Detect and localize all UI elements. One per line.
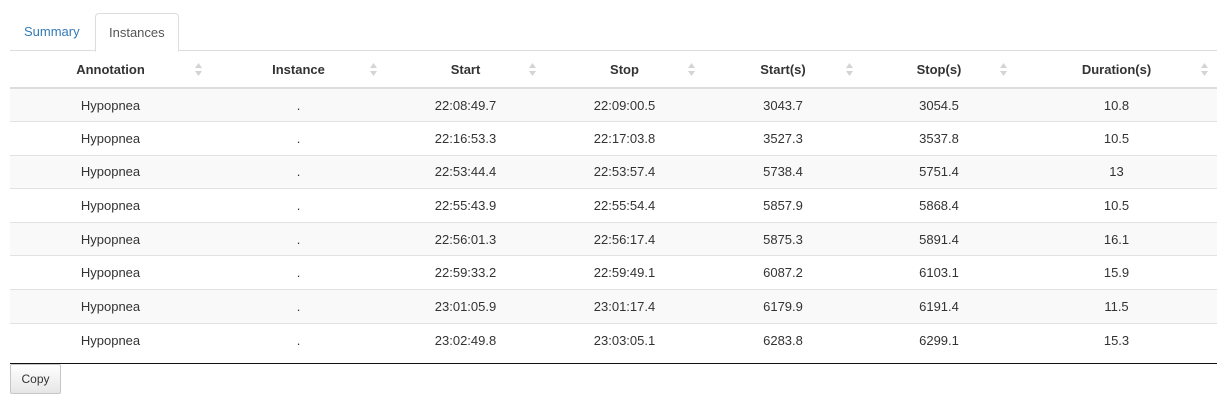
column-header-label: Start	[450, 61, 481, 77]
table-cell: 6299.1	[862, 322, 1016, 357]
table-bottom-border	[10, 363, 1217, 364]
column-header-start-s[interactable]: Start(s)	[704, 51, 862, 89]
table-row[interactable]: Hypopnea. 22:53:44.4 22:53:57.4 5738.4 5751.…	[10, 154, 1217, 189]
table-cell: 22:53:57.4	[545, 154, 704, 189]
table-cell: 22:59:49.1	[545, 255, 704, 290]
table-row[interactable]: Hypopnea. 22:56:01.3 22:56:17.4 5875.3 5891.…	[10, 221, 1217, 256]
table-row[interactable]: Hypopnea. 23:02:49.8 23:03:05.1 6283.8 6299.…	[10, 322, 1217, 357]
table-cell: 5857.9	[704, 188, 862, 223]
column-header-start[interactable]: Start	[386, 51, 545, 89]
copy-button[interactable]: Copy	[10, 364, 61, 394]
table-cell: Hypopnea	[10, 289, 211, 324]
table-cell: 23:03:05.1	[545, 322, 704, 357]
column-header-instance[interactable]: Instance	[211, 51, 386, 89]
table-cell: 22:08:49.7	[386, 87, 545, 122]
table-cell: 23:01:17.4	[545, 289, 704, 324]
table-row[interactable]: Hypopnea. 22:08:49.7 22:09:00.5 3043.7 3054.…	[10, 87, 1217, 122]
table-cell: 5891.4	[862, 221, 1016, 256]
table-cell: .	[211, 121, 386, 156]
table-body: Hypopnea. 22:08:49.7 22:09:00.5 3043.7 3054.…	[10, 87, 1217, 357]
column-header-duration-s[interactable]: Duration(s)	[1016, 51, 1217, 89]
table-cell: .	[211, 289, 386, 324]
sort-both-icon[interactable]	[194, 62, 203, 77]
table-header-row: Annotation Instance Start Stop Start(s) Stop(…	[10, 51, 1217, 89]
table-cell: 5738.4	[704, 154, 862, 189]
table-cell: 6103.1	[862, 255, 1016, 290]
table-cell: 22:55:54.4	[545, 188, 704, 223]
column-header-stop-s[interactable]: Stop(s)	[862, 51, 1016, 89]
table-cell: 5751.4	[862, 154, 1016, 189]
table-cell: 6179.9	[704, 289, 862, 324]
column-header-label: Stop	[610, 61, 639, 77]
table-cell: 10.8	[1016, 87, 1217, 122]
table-cell: 22:09:00.5	[545, 87, 704, 122]
column-header-label: Stop(s)	[916, 61, 962, 77]
sort-both-icon[interactable]	[845, 62, 854, 77]
table-cell: Hypopnea	[10, 154, 211, 189]
table-cell: Hypopnea	[10, 188, 211, 223]
column-header-annotation[interactable]: Annotation	[10, 51, 211, 89]
sort-both-icon[interactable]	[528, 62, 537, 77]
table-row[interactable]: Hypopnea. 22:16:53.3 22:17:03.8 3527.3 3537.…	[10, 121, 1217, 156]
table-cell: 11.5	[1016, 289, 1217, 324]
table-row[interactable]: Hypopnea. 23:01:05.9 23:01:17.4 6179.9 6191.…	[10, 289, 1217, 324]
table-cell: .	[211, 322, 386, 357]
table-cell: Hypopnea	[10, 221, 211, 256]
table-cell: .	[211, 87, 386, 122]
table-cell: 22:55:43.9	[386, 188, 545, 223]
table-cell: 23:02:49.8	[386, 322, 545, 357]
sort-both-icon[interactable]	[687, 62, 696, 77]
column-header-label: Duration(s)	[1081, 61, 1152, 77]
column-header-label: Annotation	[76, 61, 145, 77]
sort-both-icon[interactable]	[999, 62, 1008, 77]
table-cell: Hypopnea	[10, 121, 211, 156]
table-cell: 15.9	[1016, 255, 1217, 290]
instances-table: Annotation Instance Start Stop Start(s) Stop(…	[10, 51, 1217, 357]
table-row[interactable]: Hypopnea. 22:55:43.9 22:55:54.4 5857.9 5868.…	[10, 188, 1217, 223]
table-cell: .	[211, 221, 386, 256]
table-cell: 22:56:01.3	[386, 221, 545, 256]
table-cell: .	[211, 188, 386, 223]
table-cell: 22:53:44.4	[386, 154, 545, 189]
table-cell: 6087.2	[704, 255, 862, 290]
column-header-label: Start(s)	[760, 61, 806, 77]
tab-summary[interactable]: Summary	[24, 24, 80, 39]
table-cell: 23:01:05.9	[386, 289, 545, 324]
table-cell: 5875.3	[704, 221, 862, 256]
table-cell: 6283.8	[704, 322, 862, 357]
table-cell: 3043.7	[704, 87, 862, 122]
table-cell: 22:56:17.4	[545, 221, 704, 256]
table-cell: 3537.8	[862, 121, 1016, 156]
instances-table-container: Annotation Instance Start Stop Start(s) Stop(…	[10, 51, 1217, 357]
table-cell: 6191.4	[862, 289, 1016, 324]
table-cell: .	[211, 255, 386, 290]
table-cell: 10.5	[1016, 121, 1217, 156]
tab-bar: Summary Instances	[10, 13, 1217, 52]
table-cell: 5868.4	[862, 188, 1016, 223]
table-cell: 22:59:33.2	[386, 255, 545, 290]
table-cell: 16.1	[1016, 221, 1217, 256]
table-cell: 3527.3	[704, 121, 862, 156]
table-cell: 3054.5	[862, 87, 1016, 122]
column-header-stop[interactable]: Stop	[545, 51, 704, 89]
table-cell: Hypopnea	[10, 87, 211, 122]
sort-both-icon[interactable]	[1200, 62, 1209, 77]
table-cell: 15.3	[1016, 322, 1217, 357]
table-cell: .	[211, 154, 386, 189]
sort-both-icon[interactable]	[369, 62, 378, 77]
table-cell: 22:16:53.3	[386, 121, 545, 156]
tab-instances[interactable]: Instances	[95, 13, 179, 52]
table-cell: 10.5	[1016, 188, 1217, 223]
table-row[interactable]: Hypopnea. 22:59:33.2 22:59:49.1 6087.2 6103.…	[10, 255, 1217, 290]
column-header-label: Instance	[272, 61, 325, 77]
table-cell: 13	[1016, 154, 1217, 189]
table-cell: Hypopnea	[10, 322, 211, 357]
table-cell: 22:17:03.8	[545, 121, 704, 156]
table-cell: Hypopnea	[10, 255, 211, 290]
